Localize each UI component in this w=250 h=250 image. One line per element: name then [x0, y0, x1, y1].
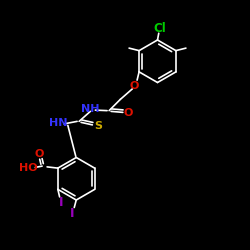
Text: I: I [70, 207, 75, 220]
Text: O: O [123, 108, 132, 118]
Text: I: I [59, 196, 64, 209]
Text: O: O [130, 80, 139, 90]
Text: HN: HN [49, 118, 68, 128]
Text: S: S [94, 122, 102, 132]
Text: NH: NH [80, 104, 99, 115]
Text: Cl: Cl [154, 22, 166, 35]
Text: O: O [35, 148, 44, 159]
Text: HO: HO [19, 163, 38, 173]
